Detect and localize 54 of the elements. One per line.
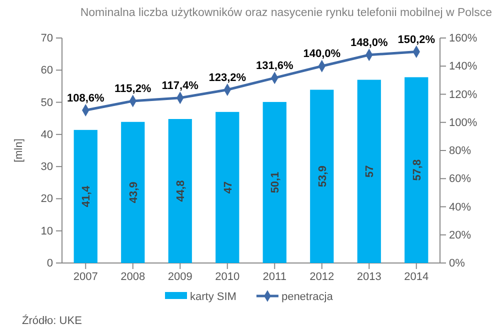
- bar: [404, 77, 428, 263]
- data-label: 44,8: [175, 180, 188, 202]
- y-tick-label: 10: [40, 225, 53, 238]
- text: Źródło: UKE: [22, 314, 82, 327]
- chart-title: Nominalna liczba użytkowników oraz nasycenie rynku telefonii mobilnej w Polsce: [80, 7, 492, 19]
- bar: [121, 122, 145, 263]
- data-label: 108,6%: [66, 92, 104, 104]
- bar: [74, 130, 98, 263]
- data-label: 131,6%: [256, 60, 294, 72]
- x-tick-label: 2014: [404, 270, 429, 283]
- y2-tick-label: 40%: [449, 201, 472, 214]
- x-tick-label: 2007: [73, 270, 98, 283]
- data-label: 117,4%: [162, 80, 199, 92]
- y2-tick-label: 60%: [449, 173, 472, 186]
- y2-tick-label: 20%: [449, 229, 472, 242]
- y-tick-label: 40: [40, 128, 53, 141]
- data-label: 43,9: [128, 182, 140, 204]
- data-label: 41,4: [80, 184, 93, 208]
- bar: [262, 102, 286, 263]
- y2-tick-label: 100%: [449, 116, 478, 129]
- y2-tick-label: 80%: [449, 145, 472, 158]
- bar: [357, 80, 381, 263]
- y-tick-label: 70: [40, 32, 53, 45]
- data-label: 123,2%: [208, 72, 246, 84]
- data-label: 57: [364, 165, 376, 178]
- y2-tick-label: 140%: [449, 60, 478, 73]
- x-tick-label: 2012: [310, 270, 334, 283]
- data-label: 148,0%: [350, 36, 388, 49]
- data-label: 57,8: [411, 159, 424, 181]
- x-tick-label: 2013: [356, 270, 382, 283]
- y-axis-title: [mln]: [13, 138, 25, 162]
- data-label: 140,0%: [303, 48, 341, 60]
- data-label: 53,9: [316, 166, 329, 188]
- y2-tick-label: 160%: [449, 32, 478, 45]
- y2-tick-label: 120%: [449, 88, 478, 101]
- y-tick-label: 30: [40, 161, 53, 174]
- legend-label: karty SIM: [190, 291, 236, 303]
- bar: [310, 90, 334, 263]
- bar: [168, 119, 192, 263]
- y-tick-label: 50: [40, 96, 53, 109]
- y-tick-label: 20: [40, 193, 53, 206]
- data-label: 47: [222, 181, 234, 194]
- x-tick-label: 2010: [215, 270, 240, 283]
- x-tick-label: 2011: [262, 270, 286, 283]
- y2-tick-label: 0%: [449, 258, 466, 270]
- data-label: 50,1: [270, 172, 282, 194]
- x-tick-label: 2008: [120, 270, 146, 283]
- y-tick-label: 0: [46, 258, 53, 270]
- bar: [216, 112, 240, 263]
- data-label: 115,2%: [114, 83, 152, 95]
- data-label: 150,2%: [398, 34, 436, 46]
- y-tick-label: 60: [40, 64, 53, 77]
- legend-label: penetracja: [281, 291, 334, 303]
- x-tick-label: 2009: [168, 270, 192, 283]
